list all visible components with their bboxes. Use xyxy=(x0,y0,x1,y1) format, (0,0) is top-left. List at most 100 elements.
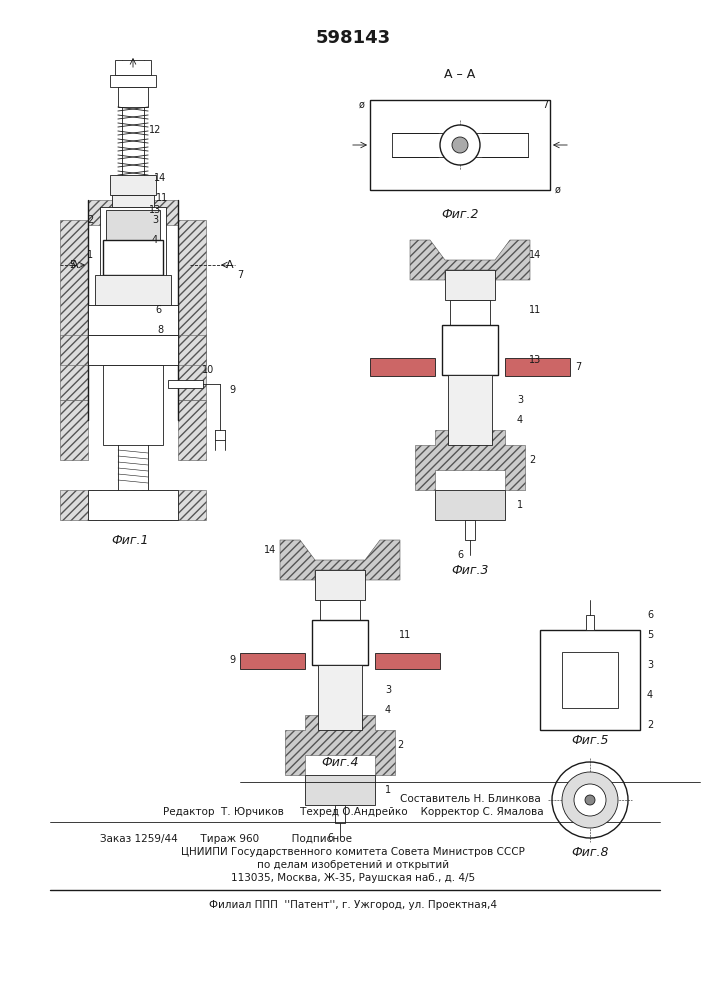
Bar xyxy=(103,240,163,275)
Text: 598143: 598143 xyxy=(315,29,390,47)
Text: 1: 1 xyxy=(385,785,391,795)
Text: по делам изобретений и открытий: по делам изобретений и открытий xyxy=(257,860,449,870)
Text: 5: 5 xyxy=(647,630,653,640)
Bar xyxy=(562,652,618,708)
Text: 2: 2 xyxy=(647,720,653,730)
Text: Фиг.4: Фиг.4 xyxy=(321,756,358,768)
Bar xyxy=(356,620,368,665)
Bar xyxy=(106,210,160,240)
Bar xyxy=(115,60,151,75)
Bar xyxy=(178,400,206,460)
Circle shape xyxy=(552,762,628,838)
Text: Составитель Н. Блинкова: Составитель Н. Блинкова xyxy=(399,794,540,804)
Bar xyxy=(448,375,492,445)
Bar xyxy=(312,620,324,665)
Circle shape xyxy=(585,795,595,805)
Bar xyxy=(392,133,528,157)
Bar xyxy=(445,270,495,300)
Bar xyxy=(528,100,550,190)
Text: 14: 14 xyxy=(529,250,541,260)
Bar xyxy=(315,570,365,600)
Bar xyxy=(110,75,156,87)
Polygon shape xyxy=(285,715,395,775)
Bar xyxy=(103,365,163,445)
Text: Фиг.2: Фиг.2 xyxy=(441,209,479,222)
Bar xyxy=(240,653,305,669)
Bar xyxy=(60,490,206,520)
Bar xyxy=(88,305,178,335)
Text: 1: 1 xyxy=(87,250,93,260)
Bar xyxy=(60,220,88,400)
Bar xyxy=(450,300,490,325)
Text: 4: 4 xyxy=(152,235,158,245)
Bar xyxy=(108,213,158,237)
Bar xyxy=(370,358,435,376)
Text: 13: 13 xyxy=(149,205,161,215)
Text: ø: ø xyxy=(555,185,561,195)
Bar xyxy=(370,172,550,190)
Text: 2: 2 xyxy=(529,455,535,465)
Bar xyxy=(60,400,88,460)
Circle shape xyxy=(452,137,468,153)
Text: 8: 8 xyxy=(157,325,163,335)
Bar xyxy=(450,380,490,440)
Text: 7: 7 xyxy=(575,362,581,372)
Bar xyxy=(370,100,550,190)
Text: 2: 2 xyxy=(397,740,403,750)
Text: 4: 4 xyxy=(647,690,653,700)
Bar xyxy=(375,653,440,669)
Text: 12: 12 xyxy=(148,125,161,135)
Bar xyxy=(566,656,614,704)
Text: 6: 6 xyxy=(647,610,653,620)
Bar xyxy=(370,100,550,118)
Text: 3: 3 xyxy=(152,215,158,225)
Text: 13: 13 xyxy=(529,355,541,365)
Circle shape xyxy=(562,772,618,828)
Text: Фиг.8: Фиг.8 xyxy=(571,846,609,858)
Text: 3: 3 xyxy=(385,685,391,695)
Bar xyxy=(305,775,375,805)
Text: 3: 3 xyxy=(647,660,653,670)
Text: А – А: А – А xyxy=(445,68,476,82)
Text: 6: 6 xyxy=(457,550,463,560)
Bar xyxy=(88,200,178,225)
Text: Филиал ППП  ''Патент'', г. Ужгород, ул. Проектная,4: Филиал ППП ''Патент'', г. Ужгород, ул. П… xyxy=(209,900,497,910)
Text: Заказ 1259/44       Тираж 960          Подписное: Заказ 1259/44 Тираж 960 Подписное xyxy=(100,834,352,844)
Text: ø: ø xyxy=(359,100,365,110)
Bar xyxy=(442,325,498,375)
Bar xyxy=(60,335,206,365)
Bar xyxy=(110,175,156,195)
Bar xyxy=(320,600,360,620)
Bar xyxy=(435,490,505,520)
Text: Фиг.1: Фиг.1 xyxy=(111,534,148,546)
Text: 11: 11 xyxy=(399,630,411,640)
Bar xyxy=(168,380,203,388)
Text: 6: 6 xyxy=(155,305,161,315)
Bar xyxy=(88,305,108,335)
Text: 5: 5 xyxy=(69,260,75,270)
Text: 4: 4 xyxy=(385,705,391,715)
Bar xyxy=(465,520,475,540)
Bar xyxy=(335,805,345,823)
Text: 14: 14 xyxy=(264,545,276,555)
Text: Фиг.5: Фиг.5 xyxy=(571,734,609,746)
Text: ЦНИИПИ Государственного комитета Совета Министров СССР: ЦНИИПИ Государственного комитета Совета … xyxy=(181,847,525,857)
Bar xyxy=(318,665,362,730)
Bar xyxy=(88,335,178,365)
Text: 10: 10 xyxy=(202,365,214,375)
Bar xyxy=(178,220,206,400)
Text: 113035, Москва, Ж-35, Раушская наб., д. 4/5: 113035, Москва, Ж-35, Раушская наб., д. … xyxy=(231,873,475,883)
Bar xyxy=(88,490,178,520)
Bar xyxy=(158,305,178,335)
Circle shape xyxy=(440,125,480,165)
Text: А: А xyxy=(226,260,234,270)
Text: А: А xyxy=(71,260,78,270)
Bar xyxy=(540,630,640,730)
Text: 9: 9 xyxy=(229,655,235,665)
Text: 11: 11 xyxy=(156,193,168,203)
Bar xyxy=(442,325,454,375)
Text: Редактор  Т. Юрчиков     Техред О.Андрейко    Корректор С. Ямалова: Редактор Т. Юрчиков Техред О.Андрейко Ко… xyxy=(163,807,543,817)
Bar xyxy=(552,642,628,718)
Text: 3: 3 xyxy=(517,395,523,405)
Bar xyxy=(320,670,360,725)
